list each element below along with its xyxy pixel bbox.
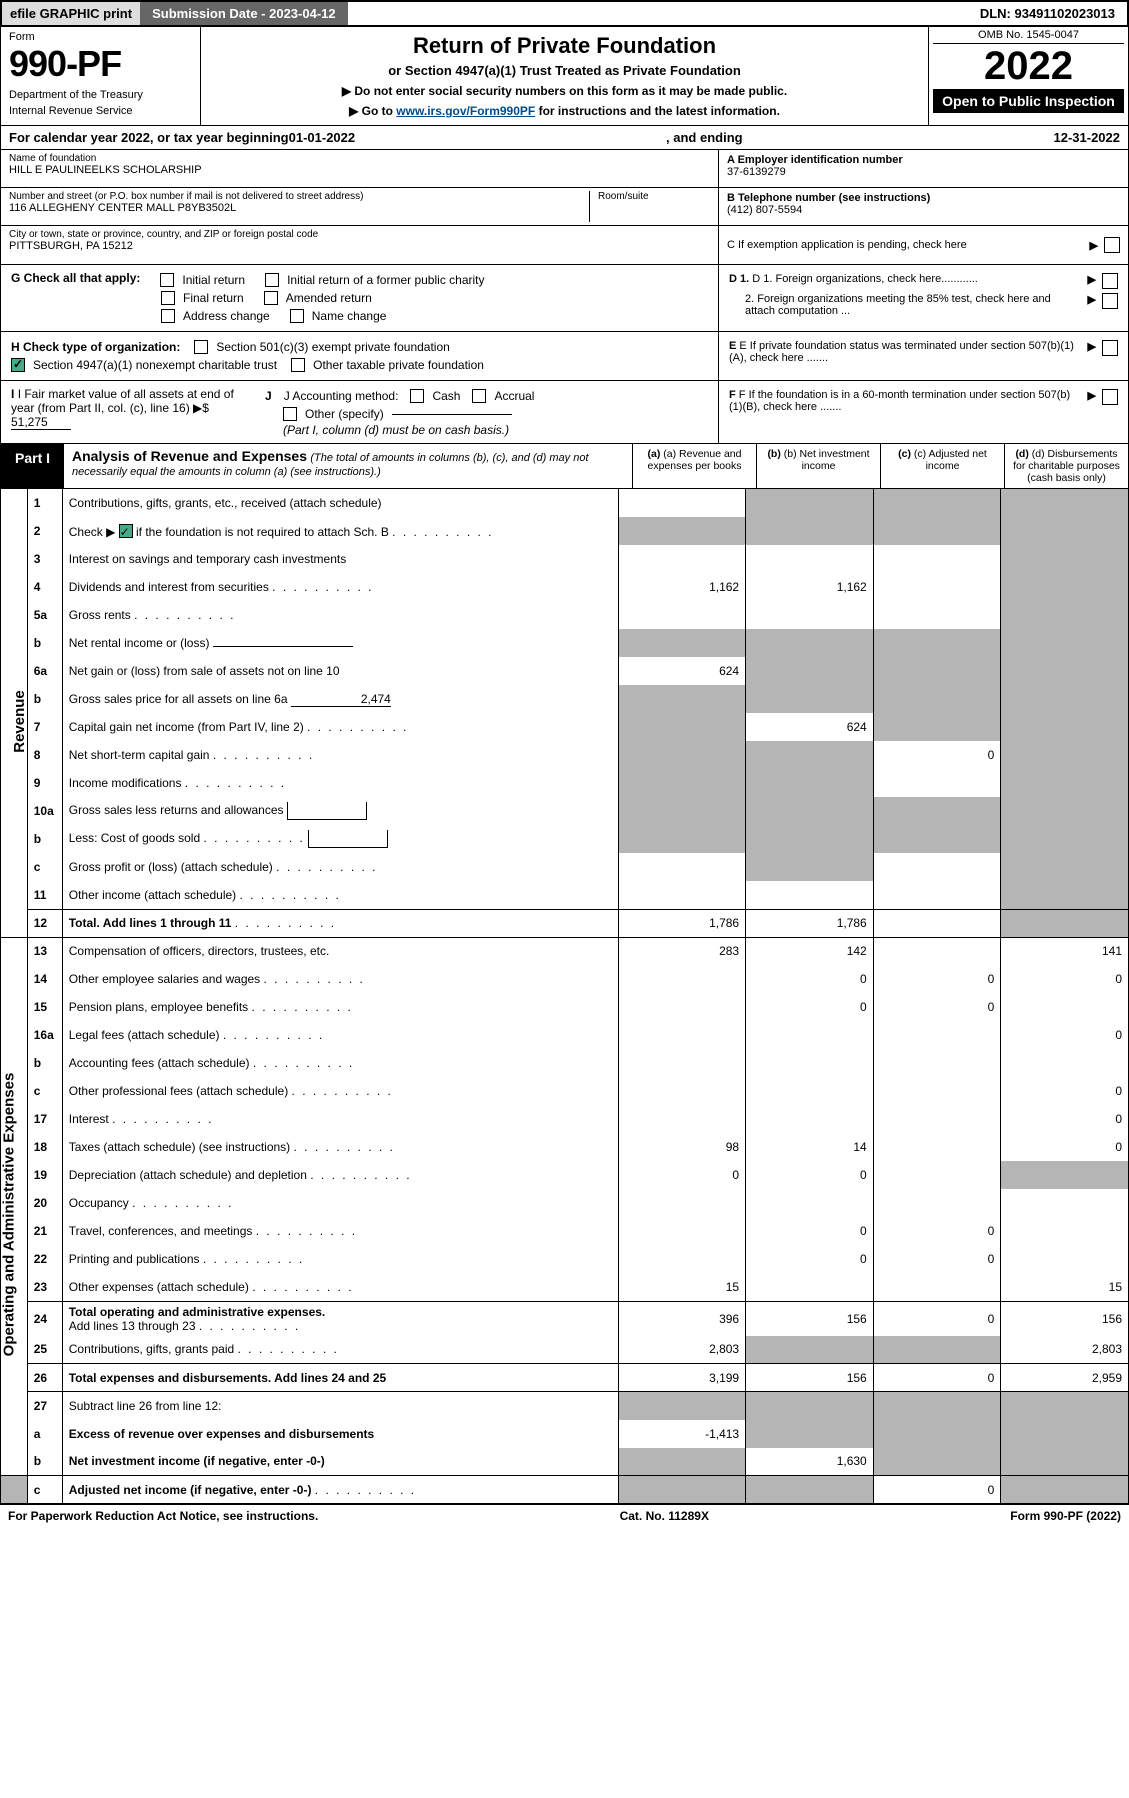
ij-row: I I Fair market value of all assets at e… — [0, 381, 1129, 444]
table-row: bNet investment income (if negative, ent… — [1, 1448, 1129, 1476]
checkbox-e[interactable] — [1102, 340, 1118, 356]
table-row: 3Interest on savings and temporary cash … — [1, 545, 1129, 573]
checkbox-4947[interactable] — [11, 358, 25, 372]
checkbox-final[interactable] — [161, 291, 175, 305]
table-row: Operating and Administrative Expenses 13… — [1, 937, 1129, 965]
table-row: 17Interest 0 — [1, 1105, 1129, 1133]
footer-row: For Paperwork Reduction Act Notice, see … — [0, 1504, 1129, 1527]
h-check-row: H Check type of organization: Section 50… — [0, 332, 1129, 381]
col-a-head: (a) (a) Revenue and expenses per books — [632, 444, 756, 488]
table-row: 12Total. Add lines 1 through 11 1,7861,7… — [1, 909, 1129, 937]
table-row: Revenue 1Contributions, gifts, grants, e… — [1, 489, 1129, 517]
checkbox-amended[interactable] — [264, 291, 278, 305]
table-row: 6aNet gain or (loss) from sale of assets… — [1, 657, 1129, 685]
checkbox-cash[interactable] — [410, 389, 424, 403]
checkbox-c[interactable] — [1104, 237, 1120, 253]
table-row: 18Taxes (attach schedule) (see instructi… — [1, 1133, 1129, 1161]
table-row: 20Occupancy — [1, 1189, 1129, 1217]
checkbox-initial-former[interactable] — [265, 273, 279, 287]
header-row: Form 990-PF Department of the Treasury I… — [0, 27, 1129, 126]
table-row: 24Total operating and administrative exp… — [1, 1301, 1129, 1336]
street-row: Number and street (or P.O. box number if… — [1, 188, 718, 226]
foundation-name-row: Name of foundation HILL E PAULINEELKS SC… — [1, 150, 718, 188]
table-row: 27Subtract line 26 from line 12: — [1, 1392, 1129, 1420]
table-row: 7Capital gain net income (from Part IV, … — [1, 713, 1129, 741]
year-block: OMB No. 1545-0047 2022 Open to Public In… — [928, 27, 1128, 125]
part1-header: Part I Analysis of Revenue and Expenses … — [0, 444, 1129, 489]
checkbox-sch-b[interactable]: ✓ — [119, 524, 133, 538]
form-link[interactable]: www.irs.gov/Form990PF — [396, 104, 535, 118]
table-row: 19Depreciation (attach schedule) and dep… — [1, 1161, 1129, 1189]
checkbox-name-change[interactable] — [290, 309, 304, 323]
checkbox-d1[interactable] — [1102, 273, 1118, 289]
table-row: bGross sales price for all assets on lin… — [1, 685, 1129, 713]
table-row: cOther professional fees (attach schedul… — [1, 1077, 1129, 1105]
topbar: efile GRAPHIC print Submission Date - 20… — [0, 0, 1129, 27]
col-c-head: (c) (c) Adjusted net income — [880, 444, 1004, 488]
table-row: 21Travel, conferences, and meetings 00 — [1, 1217, 1129, 1245]
dln: DLN: 93491102023013 — [968, 2, 1127, 25]
ein-row: A Employer identification number 37-6139… — [719, 150, 1128, 188]
col-b-head: (b) (b) Net investment income — [756, 444, 880, 488]
efile-label[interactable]: efile GRAPHIC print — [2, 2, 140, 25]
table-row: 14Other employee salaries and wages 000 — [1, 965, 1129, 993]
col-d-head: (d) (d) Disbursements for charitable pur… — [1004, 444, 1128, 488]
table-row: aExcess of revenue over expenses and dis… — [1, 1420, 1129, 1448]
checkbox-other-taxable[interactable] — [291, 358, 305, 372]
table-row: 4Dividends and interest from securities … — [1, 573, 1129, 601]
table-row: 22Printing and publications 00 — [1, 1245, 1129, 1273]
table-row: 5aGross rents — [1, 601, 1129, 629]
form-number-block: Form 990-PF Department of the Treasury I… — [1, 27, 201, 125]
table-row: bAccounting fees (attach schedule) — [1, 1049, 1129, 1077]
table-row: 15Pension plans, employee benefits 00 — [1, 993, 1129, 1021]
table-row: bLess: Cost of goods sold — [1, 825, 1129, 853]
calendar-year-row: For calendar year 2022, or tax year begi… — [0, 126, 1129, 150]
table-row: 26Total expenses and disbursements. Add … — [1, 1364, 1129, 1392]
checkbox-501c3[interactable] — [194, 340, 208, 354]
exemption-pending-row: C If exemption application is pending, c… — [719, 226, 1128, 264]
table-row: 16aLegal fees (attach schedule) 0 — [1, 1021, 1129, 1049]
checkbox-f[interactable] — [1102, 389, 1118, 405]
table-row: 25Contributions, gifts, grants paid 2,80… — [1, 1336, 1129, 1364]
omb-number: OMB No. 1545-0047 — [933, 29, 1124, 44]
form-number: 990-PF — [9, 43, 192, 85]
table-row: cGross profit or (loss) (attach schedule… — [1, 853, 1129, 881]
city-row: City or town, state or province, country… — [1, 226, 718, 264]
table-row: 11Other income (attach schedule) — [1, 881, 1129, 909]
table-row: 8Net short-term capital gain 0 — [1, 741, 1129, 769]
phone-row: B Telephone number (see instructions) (4… — [719, 188, 1128, 226]
checkbox-accrual[interactable] — [472, 389, 486, 403]
table-row: 2Check ▶ ✓ if the foundation is not requ… — [1, 517, 1129, 545]
checkbox-initial[interactable] — [160, 273, 174, 287]
table-row: bNet rental income or (loss) — [1, 629, 1129, 657]
checkbox-address-change[interactable] — [161, 309, 175, 323]
identity-box: Name of foundation HILL E PAULINEELKS SC… — [0, 150, 1129, 265]
part1-table: Revenue 1Contributions, gifts, grants, e… — [0, 489, 1129, 1504]
form-title-block: Return of Private Foundation or Section … — [201, 27, 928, 125]
checkbox-other-method[interactable] — [283, 407, 297, 421]
tax-year: 2022 — [933, 44, 1124, 89]
g-check-row: G Check all that apply: Initial return I… — [0, 265, 1129, 332]
checkbox-d2[interactable] — [1102, 293, 1118, 309]
table-row: 9Income modifications — [1, 769, 1129, 797]
form-title: Return of Private Foundation — [213, 33, 916, 59]
table-row: cAdjusted net income (if negative, enter… — [1, 1476, 1129, 1504]
table-row: 23Other expenses (attach schedule) 1515 — [1, 1273, 1129, 1301]
submission-date: Submission Date - 2023-04-12 — [140, 2, 348, 25]
table-row: 10aGross sales less returns and allowanc… — [1, 797, 1129, 825]
